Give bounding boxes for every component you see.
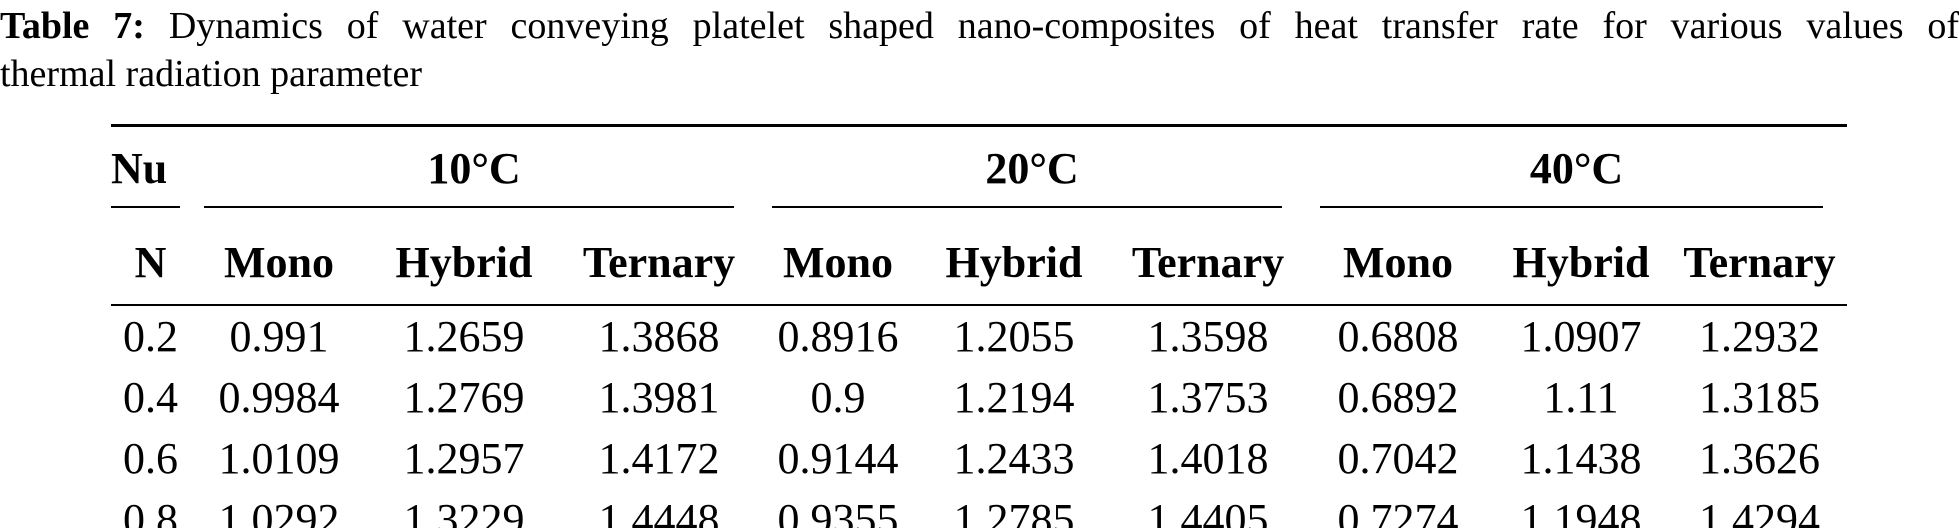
table-cell: 1.1438 bbox=[1520, 434, 1642, 483]
table-cell: 0.9984 bbox=[218, 373, 340, 422]
column-header-hybrid-10c: Hybrid bbox=[368, 208, 560, 306]
table-caption-label: Table 7: bbox=[0, 5, 145, 47]
table-cell: 0.6808 bbox=[1337, 312, 1459, 361]
table-cell: 0.6892 bbox=[1337, 373, 1459, 422]
table-cell: 1.2659 bbox=[403, 312, 525, 361]
table-cell: 1.4172 bbox=[598, 434, 720, 483]
group-header-10c: 10°C bbox=[190, 126, 758, 209]
table-cell: 0.9144 bbox=[777, 434, 899, 483]
table-cell: 0.9 bbox=[810, 373, 866, 422]
table-caption-line1: Table 7: Dynamics of water conveying pla… bbox=[0, 2, 1959, 50]
table-cell: 1.4018 bbox=[1147, 434, 1269, 483]
column-header-row: N Mono Hybrid Ternary Mono Hybrid Ternar… bbox=[111, 208, 1847, 306]
table-cell: 1.4405 bbox=[1147, 495, 1269, 528]
table-caption-line2: thermal radiation parameter bbox=[0, 53, 423, 95]
column-header-hybrid-20c: Hybrid bbox=[918, 208, 1110, 306]
row-param-value: 0.4 bbox=[123, 373, 178, 422]
table-cell: 0.7274 bbox=[1337, 495, 1459, 528]
table-cell: 1.3598 bbox=[1147, 312, 1269, 361]
corner-header-nu: Nu bbox=[111, 126, 190, 209]
row-param-value: 0.2 bbox=[123, 312, 178, 361]
table-cell: 1.0907 bbox=[1520, 312, 1642, 361]
table-caption: Table 7: Dynamics of water conveying pla… bbox=[0, 0, 1959, 98]
table-caption-text: Dynamics of water conveying platelet sha… bbox=[168, 5, 1959, 47]
table-cell: 1.2785 bbox=[953, 495, 1075, 528]
results-table: Nu 10°C 20°C 40°C N Mono Hybrid Ternary … bbox=[111, 124, 1847, 528]
group-header-40c: 40°C bbox=[1306, 126, 1847, 209]
table-cell: 0.7042 bbox=[1337, 434, 1459, 483]
column-header-ternary-20c: Ternary bbox=[1110, 208, 1306, 306]
table-cell: 1.3868 bbox=[598, 312, 720, 361]
table-cell: 1.3626 bbox=[1699, 434, 1820, 483]
table-cell: 1.0109 bbox=[218, 434, 340, 483]
table-cell: 1.11 bbox=[1543, 373, 1619, 422]
row-param-value: 0.8 bbox=[123, 495, 178, 528]
table-row: 0.6 1.0109 1.2957 1.4172 0.9144 1.2433 1… bbox=[111, 428, 1847, 489]
table-cell: 0.991 bbox=[229, 312, 329, 361]
column-header-ternary-40c: Ternary bbox=[1672, 208, 1847, 306]
table-row: 0.4 0.9984 1.2769 1.3981 0.9 1.2194 1.37… bbox=[111, 367, 1847, 428]
table-cell: 0.9355 bbox=[777, 495, 899, 528]
table-cell: 1.2194 bbox=[953, 373, 1075, 422]
table-cell: 1.3753 bbox=[1147, 373, 1269, 422]
table-cell: 1.3229 bbox=[403, 495, 525, 528]
table-cell: 1.2932 bbox=[1699, 312, 1820, 361]
row-param-value: 0.6 bbox=[123, 434, 178, 483]
column-header-mono-40c: Mono bbox=[1306, 208, 1490, 306]
table-cell: 1.1948 bbox=[1520, 495, 1642, 528]
table-cell: 0.8916 bbox=[777, 312, 899, 361]
column-header-mono-20c: Mono bbox=[758, 208, 918, 306]
table-cell: 1.2055 bbox=[953, 312, 1075, 361]
group-header-row: Nu 10°C 20°C 40°C bbox=[111, 126, 1847, 209]
column-header-n: N bbox=[111, 208, 190, 306]
column-header-mono-10c: Mono bbox=[190, 208, 368, 306]
group-header-20c: 20°C bbox=[758, 126, 1306, 209]
column-header-ternary-10c: Ternary bbox=[560, 208, 758, 306]
column-header-hybrid-40c: Hybrid bbox=[1490, 208, 1672, 306]
table-cell: 1.0292 bbox=[218, 495, 340, 528]
table-row: 0.8 1.0292 1.3229 1.4448 0.9355 1.2785 1… bbox=[111, 489, 1847, 528]
table-cell: 1.4448 bbox=[598, 495, 720, 528]
table-row: 0.2 0.991 1.2659 1.3868 0.8916 1.2055 1.… bbox=[111, 305, 1847, 367]
table-cell: 1.4294 bbox=[1699, 495, 1820, 528]
table-cell: 1.2957 bbox=[403, 434, 525, 483]
table-cell: 1.2769 bbox=[403, 373, 525, 422]
table-cell: 1.2433 bbox=[953, 434, 1075, 483]
table-cell: 1.3981 bbox=[598, 373, 720, 422]
table-cell: 1.3185 bbox=[1699, 373, 1820, 422]
